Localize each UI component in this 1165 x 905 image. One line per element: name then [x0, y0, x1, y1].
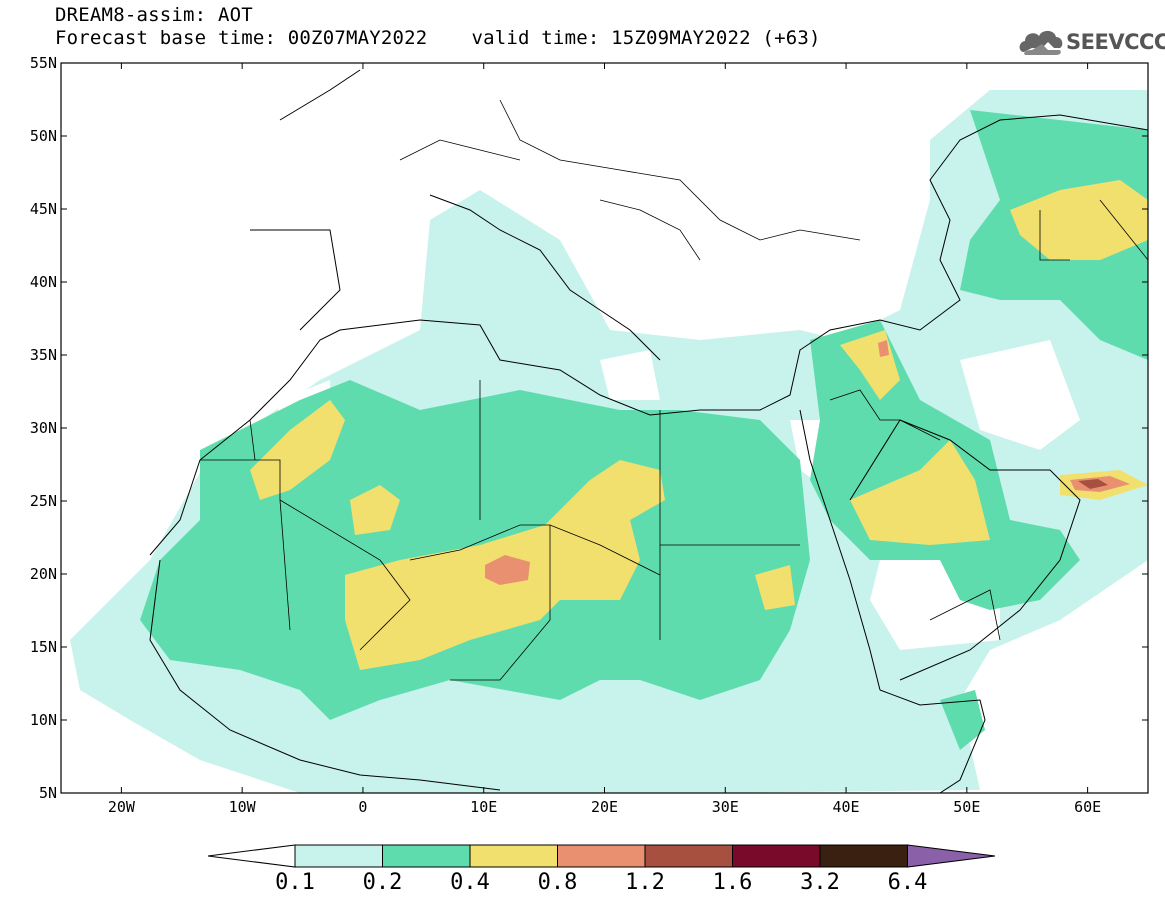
- colorbar-label: 0.8: [538, 870, 578, 895]
- colorbar-label: 0.1: [275, 870, 315, 895]
- aot-gap: [600, 350, 660, 400]
- aot-level-0.4: [350, 485, 400, 535]
- lon-tick-label: 30E: [712, 798, 739, 816]
- lat-tick-label: 20N: [30, 565, 57, 583]
- colorbar-label: 3.2: [800, 870, 840, 895]
- colorbar-box: [382, 844, 471, 868]
- coastlines: [149, 69, 1148, 793]
- colorbar-label: 0.4: [450, 870, 490, 895]
- cloud-logo-icon: [1019, 30, 1063, 55]
- lon-tick-label: 10E: [470, 798, 497, 816]
- map-title: DREAM8-assim: AOT: [55, 4, 253, 26]
- latitude-axis: 55N 50N 45N 40N 35N 30N 25N 20N 15N 10N 5N: [30, 54, 1148, 802]
- lon-tick-label: 50E: [953, 798, 980, 816]
- aot-level-0.2: [940, 690, 985, 750]
- colorbar-label: 1.6: [713, 870, 753, 895]
- colorbar-box: [557, 844, 646, 868]
- lon-tick-label: 40E: [833, 798, 860, 816]
- aot-level-0.4: [1010, 180, 1148, 260]
- aot-level-0.8: [878, 340, 889, 357]
- colorbar-box: [644, 844, 733, 868]
- colorbar-box: [294, 844, 383, 868]
- lon-tick-label: 60E: [1074, 798, 1101, 816]
- aot-gap: [960, 340, 1080, 450]
- colorbar-label: 0.2: [363, 870, 403, 895]
- aot-level-0.8: [485, 555, 530, 585]
- lon-tick-label: 0: [358, 798, 367, 816]
- colorbar-under-arrow: [207, 844, 296, 868]
- lat-tick-label: 40N: [30, 273, 57, 291]
- aot-level-0.4: [850, 440, 990, 545]
- lat-tick-label: 55N: [30, 54, 57, 72]
- aot-field: [70, 90, 1148, 793]
- colorbar-box: [819, 844, 908, 868]
- lat-tick-label: 10N: [30, 711, 57, 729]
- lon-tick-label: 20W: [108, 798, 136, 816]
- colorbar-box: [732, 844, 821, 868]
- colorbar-label: 6.4: [888, 870, 928, 895]
- colorbar: 0.1 0.2 0.4 0.8 1.2 1.6 3.2 6.4: [207, 844, 996, 895]
- valid-time: valid time: 15Z09MAY2022 (+63): [471, 27, 821, 49]
- longitude-axis: 20W 10W 0 10E 20E 30E 40E 50E 60E: [108, 63, 1101, 816]
- lon-tick-label: 10W: [229, 798, 257, 816]
- lat-tick-label: 50N: [30, 127, 57, 145]
- colorbar-label: 1.2: [625, 870, 665, 895]
- lat-tick-label: 15N: [30, 638, 57, 656]
- time-line: Forecast base time: 00Z07MAY2022 valid ti…: [55, 27, 821, 49]
- aot-level-1.2: [1078, 479, 1108, 489]
- lon-tick-label: 20E: [591, 798, 618, 816]
- base-time: Forecast base time: 00Z07MAY2022: [55, 27, 428, 49]
- lat-tick-label: 30N: [30, 419, 57, 437]
- aot-level-0.4: [755, 565, 795, 610]
- colorbar-box: [469, 844, 558, 868]
- aot-level-0.4: [250, 400, 345, 500]
- colorbar-over-arrow: [907, 844, 996, 868]
- lat-tick-label: 35N: [30, 346, 57, 364]
- logo-text: SEEVCCC: [1066, 30, 1165, 54]
- lat-tick-label: 25N: [30, 492, 57, 510]
- borders: [200, 99, 1148, 681]
- lat-tick-label: 5N: [39, 784, 57, 802]
- lat-tick-label: 45N: [30, 200, 57, 218]
